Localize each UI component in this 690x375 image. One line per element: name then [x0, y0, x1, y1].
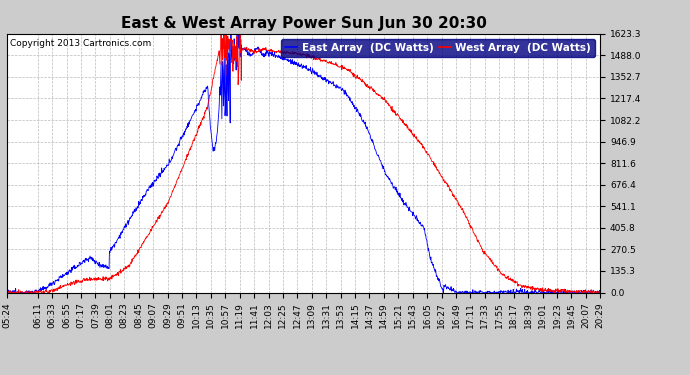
Legend: East Array  (DC Watts), West Array  (DC Watts): East Array (DC Watts), West Array (DC Wa…: [281, 39, 595, 57]
Text: Copyright 2013 Cartronics.com: Copyright 2013 Cartronics.com: [10, 39, 151, 48]
Title: East & West Array Power Sun Jun 30 20:30: East & West Array Power Sun Jun 30 20:30: [121, 16, 486, 31]
